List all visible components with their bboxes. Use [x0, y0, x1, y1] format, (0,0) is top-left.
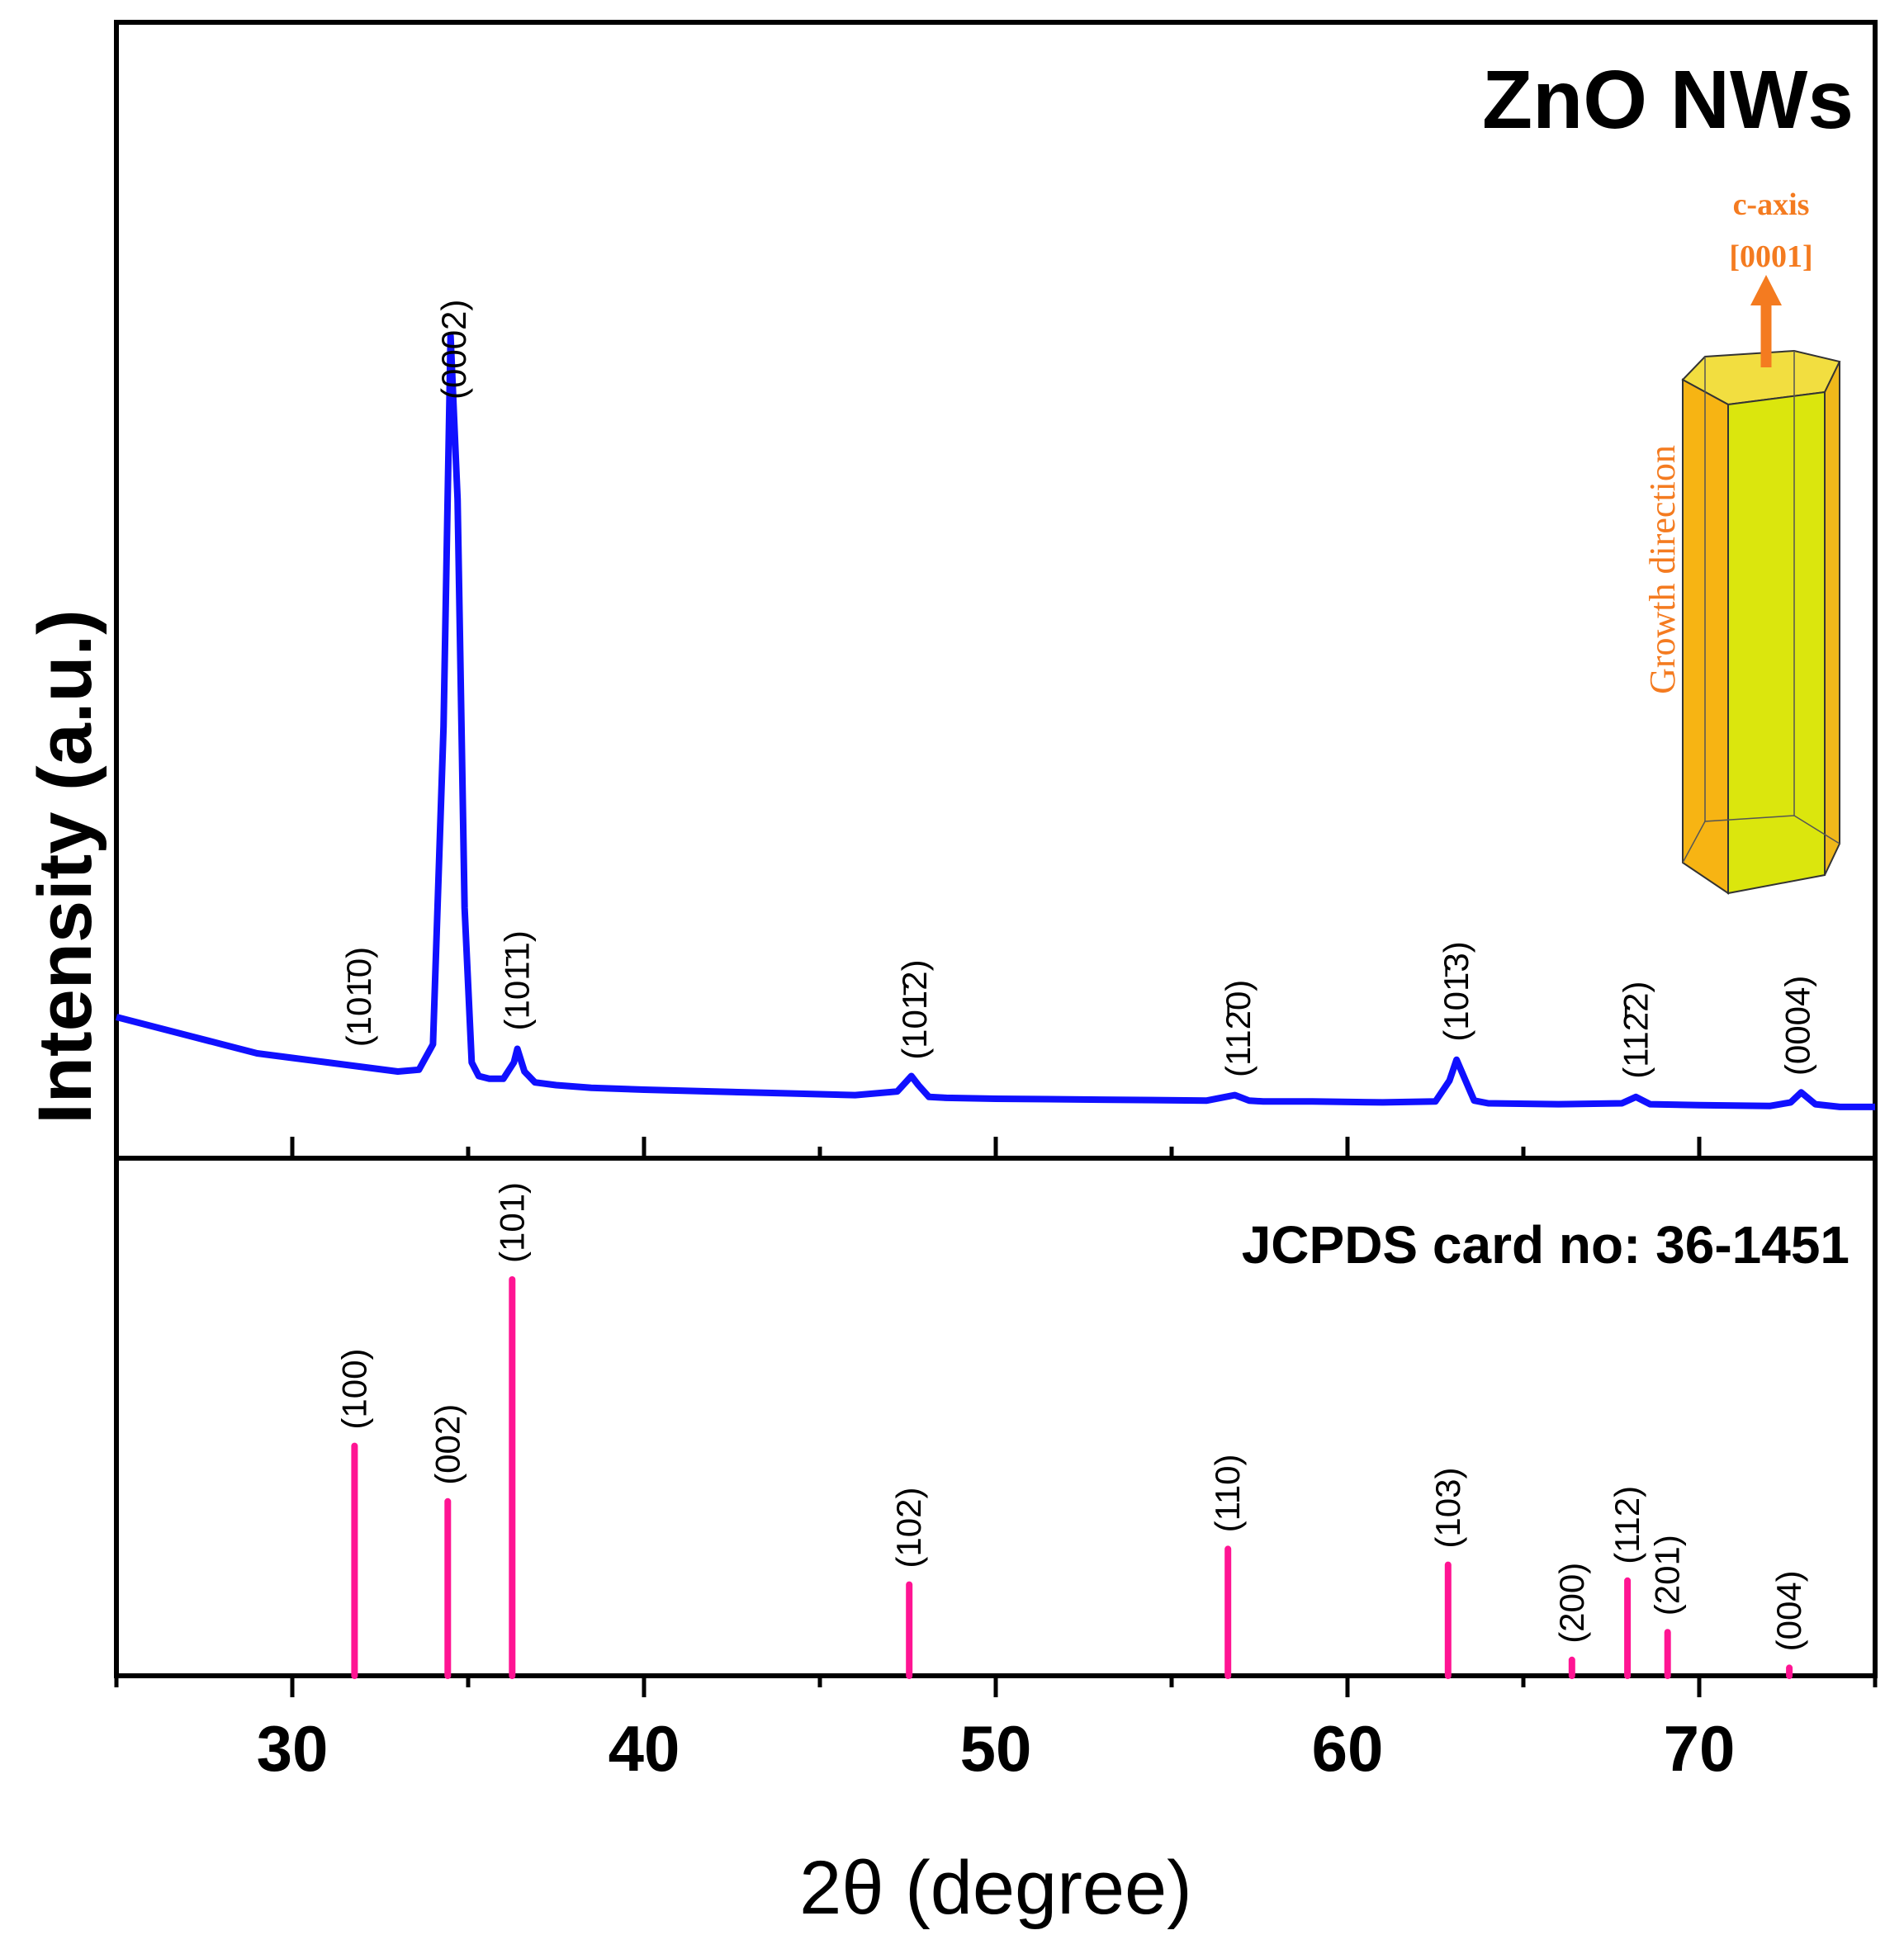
growth-direction-label: Growth direction [1642, 445, 1683, 694]
c-axis-direction-label: [0001] [1729, 239, 1812, 274]
reference-bar-label: (101) [492, 1182, 531, 1263]
y-axis-label: Intensity (a.u.) [23, 609, 107, 1124]
x-tick-label: 40 [609, 1712, 680, 1785]
x-tick-label: 30 [257, 1712, 329, 1785]
x-tick-label: 60 [1312, 1712, 1384, 1785]
hexagonal-prism-icon [1681, 349, 1841, 895]
peak-label: (112̄2) [1616, 982, 1655, 1079]
reference-bar-label: (100) [334, 1349, 373, 1430]
x-tick-label: 50 [960, 1712, 1032, 1785]
peak-label: (101̄3) [1437, 941, 1475, 1041]
xrd-series-line [115, 333, 1875, 1110]
peak-label: (0002) [434, 300, 473, 400]
top-panel: (101̄0) (0002) (101̄1) (101̄2) (112̄0) (101̄3… [23, 20, 1878, 1161]
reference-bar-label: (112) [1608, 1486, 1646, 1564]
reference-bar-label: (200) [1552, 1563, 1591, 1644]
c-axis-arrow-icon [1750, 275, 1782, 367]
x-axis-label: 2θ (degree) [799, 1846, 1192, 1930]
nanowire-inset: c-axis [0001] Growth direction [1642, 187, 1841, 895]
panel-title-zno-nws: ZnO NWs [1482, 54, 1854, 146]
top-plot-frame [114, 20, 1878, 1161]
reference-lines [351, 1276, 1793, 1679]
panel-title-jcpds: JCPDS card no: 36-1451 [1242, 1215, 1850, 1275]
reference-annotations: (100) (002) (101) (102) (110) (103) (200) (112)… [334, 1182, 1808, 1651]
c-axis-label: c-axis [1733, 187, 1810, 222]
x-tick-label: 70 [1664, 1712, 1736, 1785]
reference-bar-label: (004) [1769, 1570, 1808, 1651]
peak-annotations: (101̄0) (0002) (101̄1) (101̄2) (112̄0) (101̄3… [339, 300, 1816, 1079]
reference-bar-label: (002) [428, 1404, 467, 1485]
peak-label: (101̄0) [339, 947, 378, 1047]
peak-label: (0004) [1778, 976, 1816, 1076]
x-axis-ticks: 30 40 50 60 70 [114, 1137, 1878, 1785]
peak-label: (112̄0) [1219, 980, 1257, 1077]
peak-label: (101̄2) [895, 959, 934, 1059]
reference-bar-label: (110) [1208, 1454, 1247, 1532]
reference-bar-label: (103) [1428, 1468, 1467, 1549]
bottom-panel: (100) (002) (101) (102) (110) (103) (200) (112)… [114, 1137, 1878, 1930]
diffraction-curve [115, 333, 1875, 1110]
reference-bar-label: (102) [889, 1488, 928, 1568]
reference-bar-label: (201) [1648, 1535, 1687, 1616]
peak-label: (101̄1) [498, 930, 537, 1030]
